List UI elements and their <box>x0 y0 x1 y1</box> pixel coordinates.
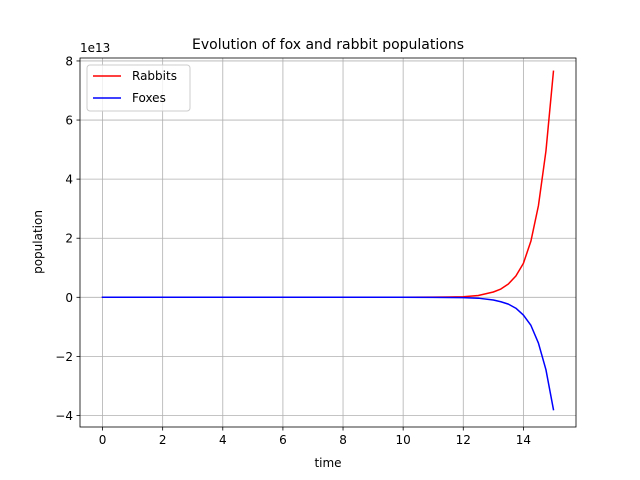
x-axis: 0 2 4 6 8 10 12 14 <box>99 427 531 447</box>
y-axis: −4 −2 0 2 4 6 8 <box>55 54 80 423</box>
y-tick-label: 0 <box>65 291 73 305</box>
legend-label-foxes: Foxes <box>132 91 166 105</box>
x-tick-label: 10 <box>396 433 411 447</box>
x-tick-label: 6 <box>279 433 287 447</box>
series-lines <box>101 70 555 411</box>
y-tick-label: 4 <box>65 173 73 187</box>
grid <box>80 58 576 427</box>
chart-title: Evolution of fox and rabbit populations <box>192 37 464 53</box>
series-line-foxes <box>101 296 555 411</box>
x-tick-label: 4 <box>219 433 227 447</box>
y-tick-label: −2 <box>55 350 73 364</box>
x-axis-label: time <box>314 456 341 470</box>
plot-frame <box>79 57 577 428</box>
x-tick-label: 14 <box>516 433 531 447</box>
y-tick-label: 6 <box>65 114 73 128</box>
x-tick-label: 12 <box>456 433 471 447</box>
y-offset-label: 1e13 <box>80 41 110 55</box>
x-tick-label: 0 <box>99 433 107 447</box>
y-tick-label: −4 <box>55 409 73 423</box>
x-tick-label: 8 <box>339 433 347 447</box>
x-tick-label: 2 <box>159 433 167 447</box>
legend-label-rabbits: Rabbits <box>132 69 177 83</box>
y-axis-label: population <box>31 210 45 274</box>
y-tick-label: 2 <box>65 232 73 246</box>
y-tick-label: 8 <box>65 54 73 68</box>
legend: Rabbits Foxes <box>86 64 191 112</box>
